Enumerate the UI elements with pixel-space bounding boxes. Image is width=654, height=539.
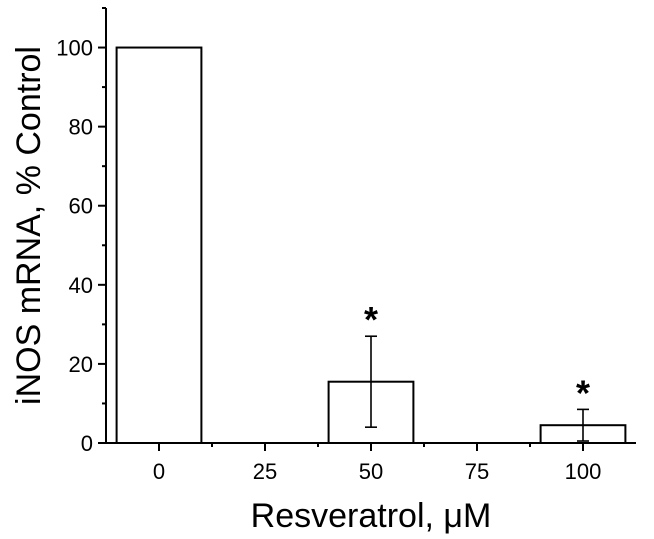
- y-tick-label: 0: [81, 431, 93, 456]
- y-tick-label: 60: [69, 194, 93, 219]
- y-tick-label: 80: [69, 115, 93, 140]
- y-axis-title: iNOS mRNA, % Control: [10, 46, 48, 405]
- x-tick-label: 75: [465, 459, 489, 484]
- tick-labels-layer: 0 20 40 60 80 100 0 25 50 75 100: [56, 36, 601, 484]
- x-tick-label: 25: [253, 459, 277, 484]
- y-tick-label: 20: [69, 352, 93, 377]
- x-tick-label: 0: [153, 459, 165, 484]
- y-tick-label: 100: [56, 36, 93, 61]
- x-axis-title: Resveratrol, μM: [251, 497, 492, 535]
- significance-marker: *: [576, 372, 590, 413]
- y-tick-label: 40: [69, 273, 93, 298]
- bar: [115, 46, 203, 445]
- x-tick-label: 100: [565, 459, 602, 484]
- x-tick-label: 50: [359, 459, 383, 484]
- significance-marker: *: [364, 299, 378, 340]
- ticks-layer: [98, 7, 584, 451]
- error-bars-layer: [153, 335, 589, 444]
- significance-markers-layer: **: [364, 299, 590, 413]
